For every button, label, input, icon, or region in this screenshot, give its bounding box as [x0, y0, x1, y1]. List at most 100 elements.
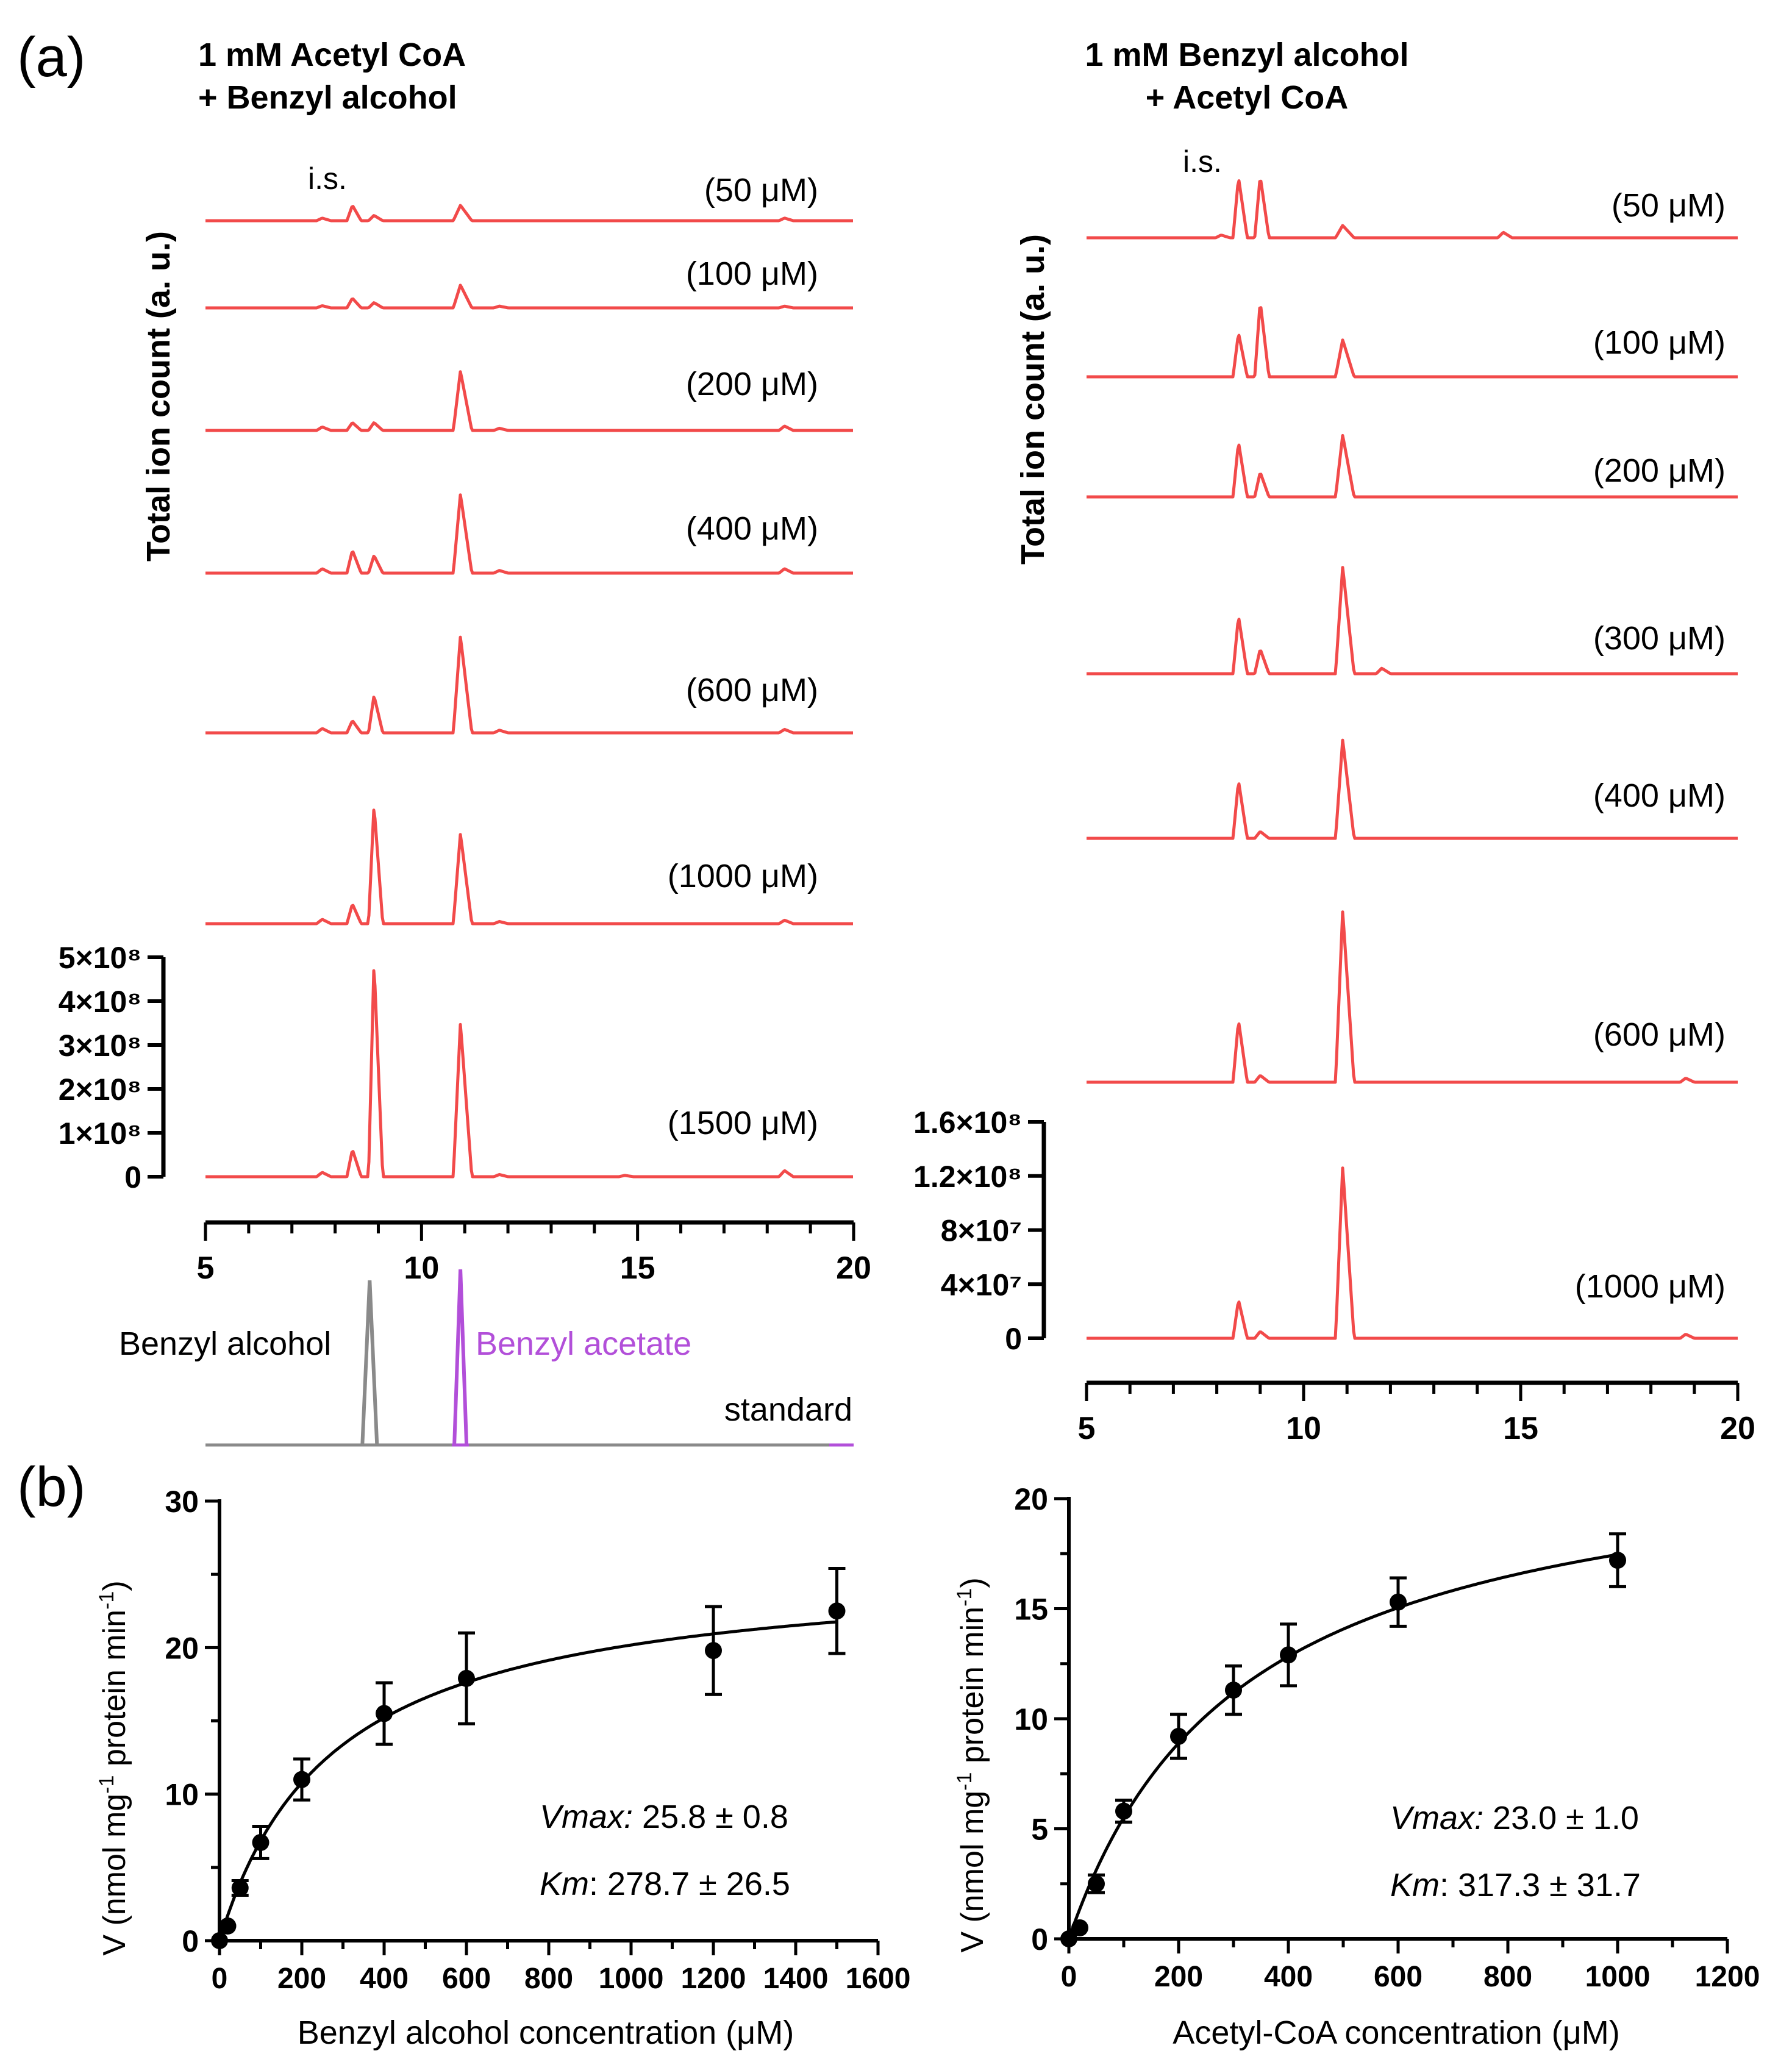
data-point	[1390, 1593, 1407, 1611]
kinetics-left-km: Km: 278.7 ± 26.5	[540, 1866, 790, 1902]
kinetics-right-xlabel: Acetyl-CoA concentration (μM)	[1173, 2014, 1619, 2051]
trace-line	[1086, 910, 1738, 1084]
data-point	[1170, 1727, 1187, 1745]
y-tick-label: 20	[1014, 1482, 1048, 1516]
data-point	[293, 1771, 310, 1788]
trace-line	[205, 204, 854, 223]
kinetics-left-vmax: Vmax: 25.8 ± 0.8	[540, 1799, 788, 1835]
standard-benzyl-acetate-label: Benzyl acetate	[476, 1325, 691, 1362]
trace-line	[205, 284, 854, 310]
trace-label: (1000 μM)	[1575, 1268, 1726, 1305]
trace-label: (50 μM)	[1612, 187, 1726, 224]
x-tick-label: 10	[1286, 1411, 1321, 1446]
data-point	[1071, 1919, 1088, 1936]
trace-label: (600 μM)	[686, 672, 818, 708]
x-tick-label: 0	[1061, 1961, 1077, 1993]
data-point	[219, 1917, 237, 1935]
trace-label: (200 μM)	[686, 366, 818, 402]
data-point	[705, 1642, 722, 1660]
kinetics-right-vmax: Vmax: 23.0 ± 1.0	[1390, 1800, 1639, 1836]
data-point	[828, 1602, 846, 1620]
trace-line	[205, 808, 854, 926]
y-tick-label: 1.2×10⁸	[913, 1160, 1022, 1194]
data-point	[252, 1833, 270, 1851]
trace-label: (200 μM)	[1593, 452, 1726, 489]
data-point	[1225, 1682, 1242, 1699]
data-point	[1088, 1875, 1105, 1893]
y-tick-label: 4×10⁸	[59, 985, 141, 1019]
data-point	[1115, 1802, 1132, 1820]
left-chrom-title-line2: + Benzyl alcohol	[198, 79, 457, 116]
trace-line	[1086, 1166, 1738, 1340]
michaelis-menten-fit	[218, 1620, 837, 1941]
trace-line	[1086, 179, 1738, 240]
x-tick-label: 1000	[1585, 1961, 1651, 1993]
x-tick-label: 15	[1503, 1411, 1538, 1446]
y-tick-label: 0	[1031, 1922, 1048, 1957]
data-point	[1609, 1552, 1626, 1569]
x-tick-label: 800	[524, 1963, 573, 1995]
data-point	[231, 1879, 249, 1897]
trace-label: (600 μM)	[1593, 1016, 1726, 1053]
trace-label: (400 μM)	[686, 510, 818, 547]
y-tick-label: 1×10⁸	[59, 1116, 141, 1151]
data-point	[1060, 1930, 1077, 1947]
panel-b-label: (b)	[17, 1456, 85, 1518]
trace-line	[1086, 566, 1738, 676]
left-is-label: i.s.	[308, 162, 347, 196]
kinetics-left-xlabel: Benzyl alcohol concentration (μM)	[298, 2014, 794, 2051]
trace-line	[1086, 306, 1738, 379]
x-tick-label: 200	[1154, 1961, 1203, 1993]
x-tick-label: 5	[197, 1250, 215, 1286]
trace-label: (1500 μM)	[668, 1105, 818, 1141]
left-chrom-axes: 5×10⁸ 4×10⁸ 3×10⁸ 2×10⁸ 1×10⁸ 0 5 10 15 20	[59, 941, 871, 1286]
y-tick-label: 15	[1014, 1593, 1048, 1627]
left-chrom-title-line1: 1 mM Acetyl CoA	[198, 37, 466, 73]
trace-label: (300 μM)	[1593, 620, 1726, 657]
y-tick-label: 3×10⁸	[59, 1029, 141, 1063]
y-tick-label: 20	[165, 1631, 199, 1665]
x-tick-label: 800	[1483, 1961, 1532, 1993]
right-chrom-ylabel: Total ion count (a. u.)	[1015, 234, 1051, 565]
trace-label: (400 μM)	[1593, 777, 1726, 814]
standard-benzyl-alcohol-label: Benzyl alcohol	[119, 1325, 331, 1362]
x-tick-label: 5	[1078, 1411, 1096, 1446]
x-tick-label: 1200	[1695, 1961, 1760, 1993]
x-tick-label: 1600	[846, 1963, 911, 1995]
x-tick-label: 0	[212, 1963, 228, 1995]
x-tick-label: 400	[1264, 1961, 1313, 1993]
standard-label: standard	[724, 1391, 852, 1428]
left-standard-chromatogram	[205, 1269, 854, 1447]
data-point	[458, 1669, 475, 1687]
trace-label: (100 μM)	[1593, 324, 1726, 361]
data-point	[376, 1705, 393, 1722]
right-is-label: i.s.	[1183, 144, 1222, 179]
x-tick-label: 10	[404, 1250, 439, 1286]
x-tick-label: 20	[836, 1250, 871, 1286]
data-point	[211, 1932, 228, 1949]
panel-a-label: (a)	[17, 26, 85, 88]
kinetics-right-ylabel: V (nmol mg-1 protein min-1)	[953, 1577, 990, 1952]
trace-line	[205, 969, 854, 1179]
x-tick-label: 600	[442, 1963, 491, 1995]
x-tick-label: 400	[360, 1963, 409, 1995]
kinetics-left-plot: 0 10 20 30 0 200 400 600 800 1000 1200 1400 1600	[165, 1485, 910, 1995]
y-tick-label: 30	[165, 1485, 199, 1519]
trace-line	[1086, 738, 1738, 840]
trace-label: (1000 μM)	[668, 858, 818, 894]
y-tick-label: 2×10⁸	[59, 1072, 141, 1107]
benzyl-acetate-peak	[452, 1269, 469, 1446]
y-tick-label: 5	[1031, 1813, 1048, 1847]
right-chrom-title-line1: 1 mM Benzyl alcohol	[1085, 37, 1408, 73]
trace-line	[205, 493, 854, 575]
kinetics-right-km: Km: 317.3 ± 31.7	[1390, 1867, 1641, 1903]
x-tick-label: 1400	[763, 1963, 829, 1995]
right-chromatograms: (50 μM) (100 μM) (200 μM) (300 μM) (400 μM) (…	[1086, 179, 1738, 1340]
trace-line	[205, 635, 854, 735]
right-chrom-title-line2: + Acetyl CoA	[1146, 79, 1349, 116]
y-tick-label: 5×10⁸	[59, 941, 141, 975]
y-tick-label: 0	[124, 1160, 141, 1194]
data-point	[1280, 1646, 1297, 1664]
